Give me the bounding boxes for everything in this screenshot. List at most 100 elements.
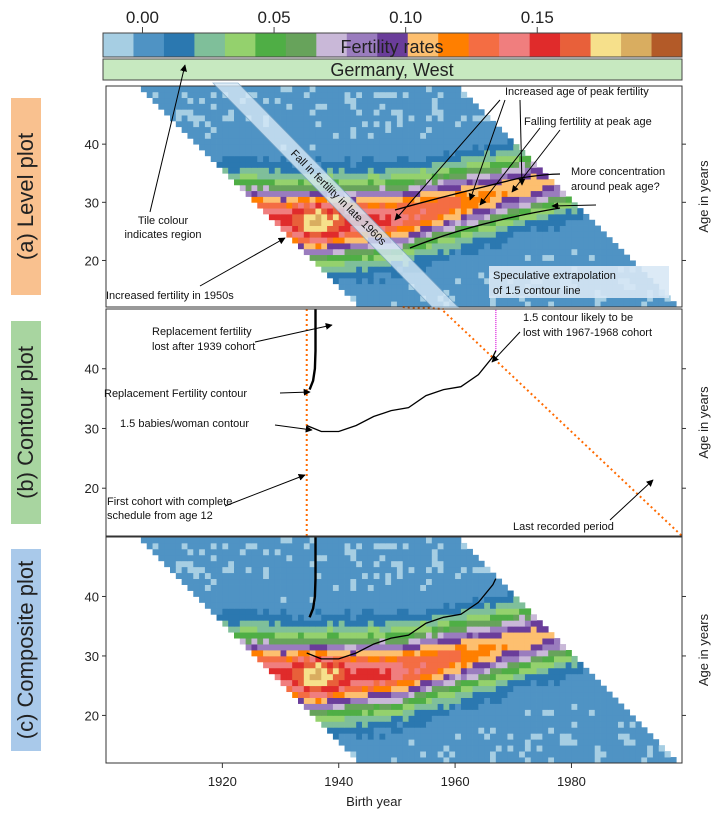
tile (292, 126, 299, 133)
tile (350, 697, 357, 704)
tile (536, 179, 543, 186)
tile (292, 679, 299, 687)
tile (303, 560, 311, 568)
tile (373, 578, 380, 585)
tile (472, 691, 479, 698)
tile (606, 739, 613, 746)
tile (466, 560, 473, 568)
tile (414, 548, 421, 556)
tile (350, 173, 357, 180)
tile (647, 739, 654, 746)
tile (402, 733, 409, 740)
tile (501, 703, 508, 710)
tile (298, 231, 305, 238)
tile (373, 272, 380, 279)
tile (548, 697, 555, 704)
tile (495, 132, 503, 139)
tile (379, 596, 386, 603)
tile (449, 667, 456, 675)
tile (449, 650, 456, 657)
tile (507, 254, 514, 261)
tile (548, 208, 555, 215)
tile (443, 144, 450, 151)
tile (414, 572, 421, 580)
tile (239, 161, 247, 168)
tile (274, 673, 281, 681)
tile (536, 167, 543, 174)
tile (426, 126, 433, 133)
tile (437, 614, 444, 621)
tile (268, 548, 276, 556)
tile (367, 560, 375, 568)
tile (385, 548, 392, 556)
tile (420, 109, 427, 116)
tile (606, 757, 613, 764)
tile (455, 757, 462, 764)
tile (257, 184, 264, 192)
tile (443, 632, 450, 639)
tile (373, 638, 380, 645)
tile (431, 219, 439, 226)
tile (187, 132, 194, 139)
tile (437, 184, 444, 192)
tile (181, 548, 188, 556)
tile (420, 91, 427, 99)
tile (524, 225, 532, 232)
tile (501, 219, 508, 226)
tile (408, 225, 415, 232)
tile (367, 757, 375, 764)
tile (501, 679, 508, 687)
tile (455, 679, 462, 687)
tile (350, 120, 357, 128)
tile (402, 667, 409, 675)
tile (315, 138, 322, 145)
tile (495, 138, 503, 145)
tile (460, 578, 468, 585)
tile (263, 590, 270, 597)
tile (286, 167, 293, 174)
tile (431, 620, 439, 627)
tile (536, 650, 543, 657)
tile (495, 219, 503, 226)
tile (332, 596, 340, 603)
tile (501, 254, 508, 261)
tile (216, 602, 223, 609)
tile (385, 295, 392, 302)
tile (338, 97, 345, 104)
tile (344, 167, 351, 174)
tile (362, 584, 369, 591)
tile (356, 548, 363, 556)
tile (554, 745, 561, 752)
tile (268, 167, 276, 174)
tile (321, 120, 328, 128)
tile (373, 560, 380, 568)
tile (362, 596, 369, 603)
tile (466, 208, 473, 215)
tile (362, 548, 369, 556)
tile (577, 715, 584, 722)
tile (286, 184, 293, 192)
tile (478, 745, 485, 752)
tile (519, 602, 526, 609)
tile (455, 295, 462, 302)
tile (344, 560, 351, 568)
tile (635, 739, 642, 746)
tile (292, 120, 299, 128)
tile (385, 691, 392, 698)
tile (519, 196, 526, 203)
tile (495, 260, 503, 267)
tile (455, 578, 462, 585)
tile (292, 655, 299, 663)
tile (373, 733, 380, 740)
tile (501, 733, 508, 740)
tile (379, 542, 386, 550)
tile (367, 167, 375, 174)
tile (362, 751, 369, 758)
tile (460, 596, 468, 603)
tile (426, 225, 433, 232)
tile (460, 225, 468, 232)
tile (292, 548, 299, 556)
tile (280, 213, 287, 221)
tile (542, 248, 549, 256)
tile (606, 745, 613, 752)
